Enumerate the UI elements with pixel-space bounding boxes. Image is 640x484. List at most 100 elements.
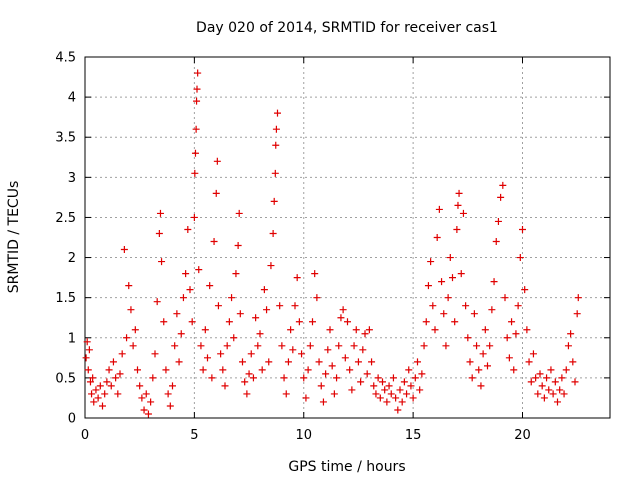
data-series [82,69,582,418]
data-point [479,350,487,358]
data-point [333,374,341,382]
data-point [228,294,236,302]
data-point [300,374,308,382]
data-point [540,394,548,402]
data-point [190,213,198,221]
data-point [213,157,221,165]
data-point [84,366,92,374]
data-point [175,358,183,366]
data-point [545,386,553,394]
data-point [136,382,144,390]
data-point [184,225,192,233]
data-point [449,274,456,282]
data-point [501,294,509,302]
data-point [558,374,566,382]
data-point [280,374,288,382]
data-point [182,270,190,278]
data-point [322,370,330,378]
data-point [204,354,211,362]
y-tick-label: 2 [68,251,76,266]
data-point [411,374,419,382]
data-point [326,326,334,334]
data-point [523,326,531,334]
data-point [505,354,513,362]
data-point [256,330,264,338]
data-point [420,342,428,350]
data-point [455,189,463,197]
data-point [284,358,292,366]
data-point [560,390,568,398]
data-point [324,346,332,354]
data-point [490,278,498,286]
data-point [166,402,174,410]
data-point [407,382,415,390]
data-point [451,318,459,326]
data-point [475,366,483,374]
data-point [252,314,260,322]
data-point [438,278,446,286]
data-point [403,390,411,398]
data-point [129,342,137,350]
data-point [212,189,220,197]
x-tick-label: 0 [81,428,89,443]
data-point [538,382,546,390]
data-point [298,350,306,358]
data-point [459,209,467,217]
data-point [241,378,249,386]
data-point [486,342,494,350]
data-point [221,382,229,390]
data-point [267,262,275,270]
data-point [488,306,496,314]
data-point [263,306,271,314]
data-point [409,394,417,402]
data-point [519,225,526,233]
data-point [328,362,336,370]
data-point [453,225,461,233]
data-point [223,342,231,350]
data-point [173,310,181,318]
data-point [282,390,290,398]
data-point [127,306,135,314]
data-point [192,125,200,133]
data-point [516,254,524,262]
data-point [330,390,338,398]
data-point [258,366,266,374]
data-point [177,330,185,338]
data-point [116,370,124,378]
data-point [197,342,205,350]
data-point [551,378,559,386]
data-point [376,394,384,402]
data-point [385,382,393,390]
data-point [564,342,572,350]
data-point [309,318,316,326]
data-point [492,238,500,246]
data-point [208,374,216,382]
data-point [422,318,430,326]
data-point [210,238,218,246]
data-point [414,358,421,366]
data-point [484,362,491,370]
data-point [348,386,356,394]
data-point [543,374,551,382]
data-point [527,378,535,386]
data-point [317,382,325,390]
data-point [573,310,581,318]
data-point [387,390,395,398]
data-point [289,346,297,354]
y-tick-label: 4 [68,91,76,106]
data-point [400,378,408,386]
y-tick-label: 3.5 [55,131,76,146]
data-point [99,402,106,410]
data-point [464,334,472,342]
data-point [398,398,406,406]
y-tick-label: 0 [68,412,76,427]
data-point [96,382,104,390]
data-point [162,366,170,374]
data-point [86,378,94,386]
data-point [112,374,120,382]
data-point [120,246,128,254]
data-point [149,374,157,382]
data-point [442,342,450,350]
data-point [153,298,161,306]
